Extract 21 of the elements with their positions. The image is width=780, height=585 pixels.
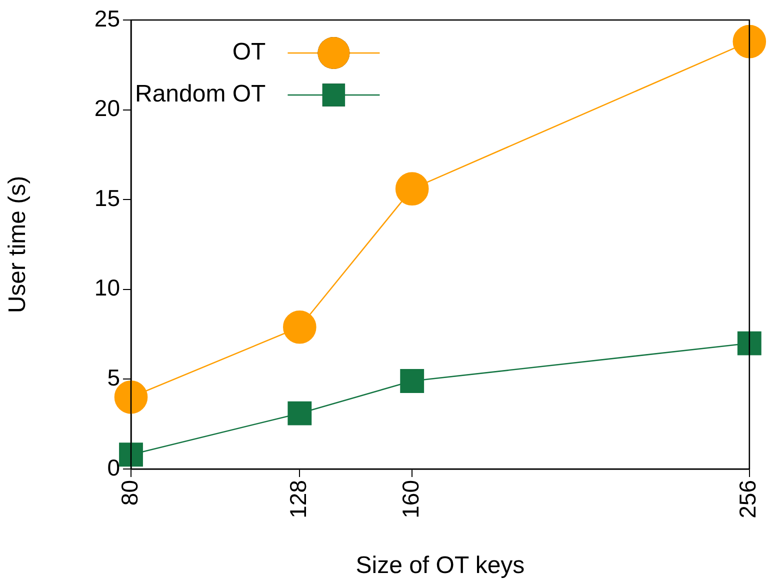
- point: [283, 310, 316, 344]
- y-axis-title: User time (s): [4, 176, 32, 314]
- y-tick-label: 5: [107, 364, 120, 391]
- x-tick-label: 80: [116, 480, 142, 506]
- legend-label: Random OT: [134, 80, 266, 108]
- point: [400, 369, 424, 393]
- legend-label: OT: [232, 38, 266, 66]
- point: [395, 172, 429, 206]
- point: [737, 331, 762, 356]
- y-tick-label: 0: [107, 454, 120, 480]
- x-tick-label: 128: [285, 480, 311, 518]
- y-tick-label: 25: [94, 5, 120, 32]
- x-axis-title: Size of OT keys: [356, 552, 525, 580]
- y-tick-label: 15: [94, 184, 120, 211]
- x-tick-label: 256: [734, 480, 761, 518]
- point: [119, 442, 143, 467]
- x-tick-label: 160: [397, 480, 424, 518]
- point: [288, 401, 312, 426]
- y-tick-label: 20: [94, 95, 120, 122]
- point: [732, 24, 766, 58]
- y-tick-label: 10: [94, 274, 120, 301]
